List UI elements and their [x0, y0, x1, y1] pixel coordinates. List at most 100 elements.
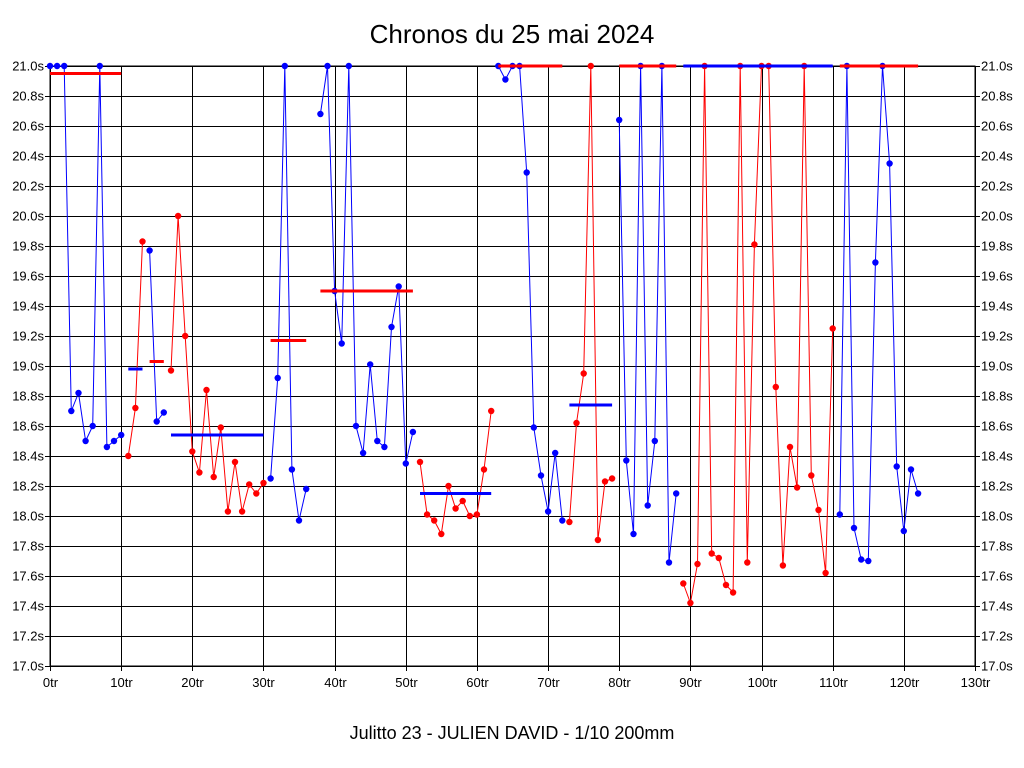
data-point [381, 443, 388, 451]
data-point [559, 517, 566, 524]
data-point [359, 449, 367, 457]
data-point [110, 437, 118, 445]
data-point [281, 62, 288, 70]
data-point [89, 422, 96, 430]
data-point [132, 404, 139, 412]
series-segment-5 [267, 62, 310, 524]
series-segment-9 [566, 62, 616, 544]
y-tick-label-left: 17.2s [12, 629, 44, 644]
data-point [352, 422, 360, 430]
average-lines [50, 64, 919, 495]
data-point [267, 475, 274, 482]
data-point [466, 512, 473, 520]
x-axis-labels: 0tr 10tr 20tr 30tr 40tr 50tr 60tr 70tr 80tr 90tr 1… [43, 675, 991, 690]
series-segment-8 [495, 62, 566, 524]
data-point [217, 424, 224, 431]
data-point [744, 559, 751, 566]
x-tick-label: 70tr [537, 675, 560, 690]
y-tick-label-right: 19.4s [981, 299, 1013, 314]
y-tick-label-right: 20.0s [981, 209, 1013, 224]
data-point [75, 389, 82, 397]
data-point [423, 511, 431, 518]
data-point [836, 511, 843, 518]
x-tick-label: 30tr [252, 675, 275, 690]
data-point [552, 449, 559, 457]
x-tick-label: 120tr [890, 675, 920, 690]
data-point [473, 511, 481, 518]
data-point [125, 452, 132, 460]
data-point [416, 458, 424, 466]
y-tick-label-left: 18.2s [12, 479, 44, 494]
x-tick-label: 50tr [395, 675, 418, 690]
data-point [46, 62, 54, 70]
series-line [839, 65, 919, 562]
data-point [53, 62, 61, 70]
series-segment-3 [146, 247, 167, 425]
data-point [295, 517, 303, 524]
data-point [751, 241, 758, 248]
data-point [644, 502, 651, 509]
x-tick-label: 20tr [181, 675, 204, 690]
data-point [488, 407, 495, 415]
data-point [103, 443, 111, 451]
data-point [146, 247, 153, 254]
series-segment-12 [836, 62, 922, 565]
data-point [438, 530, 445, 538]
y-tick-label-right: 17.6s [981, 569, 1013, 584]
series-segment-1 [46, 62, 125, 451]
y-tick-label-left: 21.0s [12, 59, 44, 74]
data-point [900, 527, 907, 535]
y-tick-label-right: 18.8s [981, 389, 1013, 404]
x-tick-label: 0tr [43, 675, 59, 690]
data-point [537, 472, 545, 479]
series-line [319, 65, 414, 464]
series-layer [46, 62, 922, 607]
y-tick-label-left: 20.4s [12, 149, 44, 164]
y-tick-label-right: 20.4s [981, 149, 1013, 164]
y-tick-label-right: 20.8s [981, 89, 1013, 104]
x-tick-label: 90tr [679, 675, 702, 690]
data-point [68, 407, 75, 415]
data-point [694, 560, 701, 568]
data-point [907, 466, 915, 473]
data-point [566, 518, 573, 526]
data-point [409, 428, 417, 436]
data-point [715, 554, 722, 562]
series-segment-6 [317, 62, 417, 467]
data-point [288, 466, 296, 473]
data-point [858, 556, 865, 563]
data-point [374, 437, 381, 445]
y-tick-label-right: 21.0s [981, 59, 1013, 74]
data-point [893, 463, 900, 470]
y-tick-label-right: 18.6s [981, 419, 1013, 434]
data-point [388, 323, 395, 331]
y-tick-label-left: 19.2s [12, 329, 44, 344]
data-point [601, 478, 609, 485]
data-point [608, 475, 616, 482]
y-tick-label-right: 20.2s [981, 179, 1013, 194]
data-point [238, 508, 246, 515]
data-point [452, 505, 459, 512]
data-point [786, 443, 794, 451]
data-point [480, 466, 488, 473]
y-tick-label-right: 18.0s [981, 509, 1013, 524]
data-point [153, 418, 160, 425]
data-point [687, 599, 694, 607]
y-tick-label-right: 17.4s [981, 599, 1013, 614]
y-tick-label-right: 19.8s [981, 239, 1013, 254]
data-point [651, 437, 658, 445]
series-line [497, 65, 563, 521]
data-point [60, 62, 68, 70]
y-tick-label-left: 17.0s [12, 659, 44, 674]
data-point [367, 361, 374, 368]
data-point [808, 472, 815, 479]
data-point [445, 482, 452, 490]
x-tick-label: 110tr [819, 675, 848, 690]
data-point [196, 469, 203, 476]
data-point [594, 536, 602, 544]
data-point [530, 424, 537, 431]
y-tick-label-left: 17.4s [12, 599, 44, 614]
data-point [203, 386, 210, 394]
series-segment-2 [125, 238, 146, 460]
x-tick-label: 40tr [324, 675, 347, 690]
